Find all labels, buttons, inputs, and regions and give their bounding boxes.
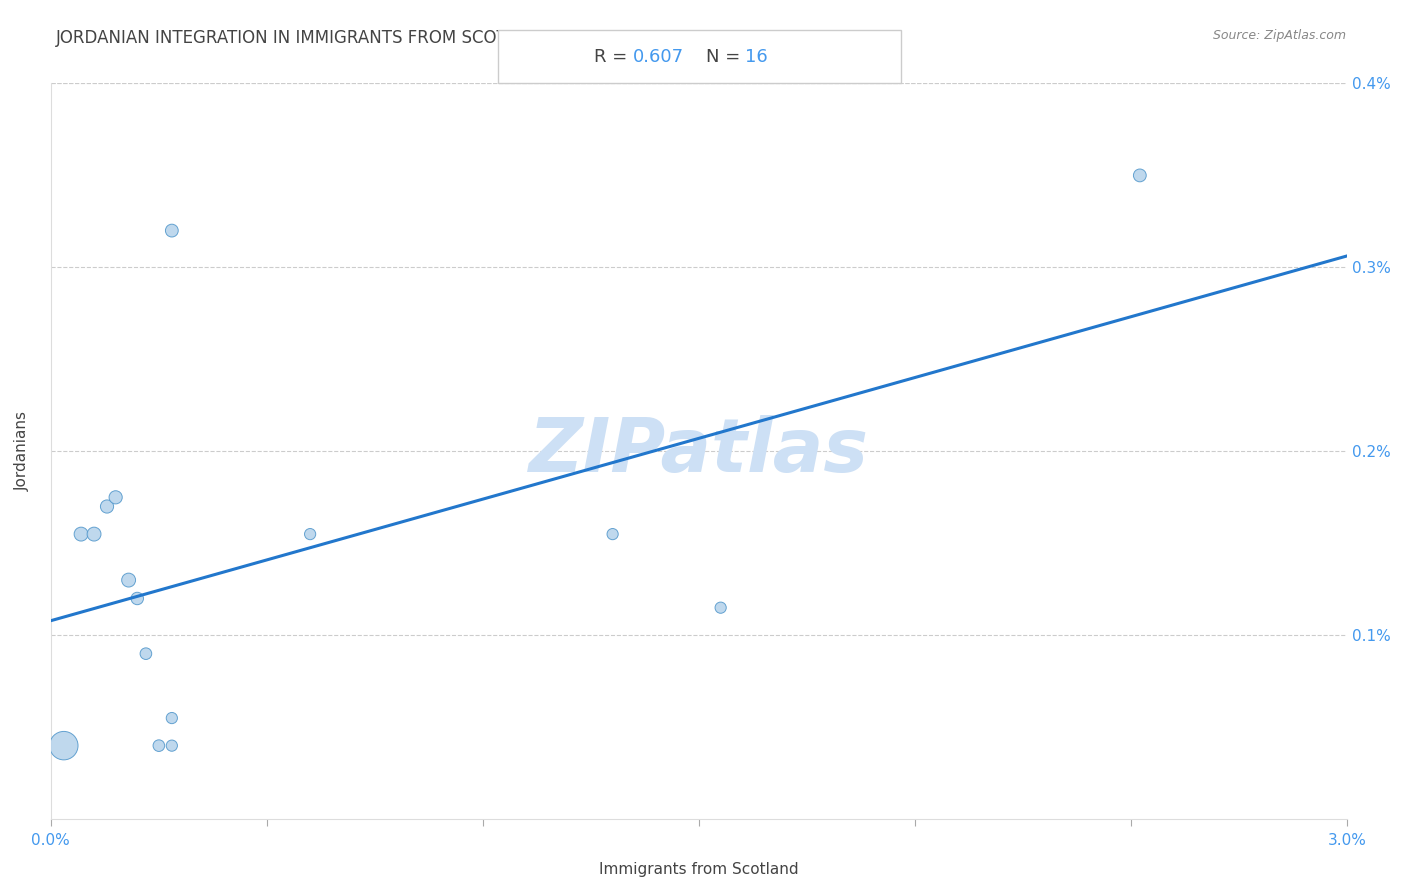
Point xyxy=(83,527,105,541)
Point xyxy=(160,711,183,725)
Point xyxy=(127,591,149,606)
X-axis label: Immigrants from Scotland: Immigrants from Scotland xyxy=(599,862,799,877)
Y-axis label: Jordanians: Jordanians xyxy=(15,411,30,491)
Point xyxy=(96,500,118,514)
Text: 0.607: 0.607 xyxy=(633,47,685,66)
Point xyxy=(148,739,170,753)
Point xyxy=(602,527,624,541)
Point xyxy=(117,573,139,587)
Point xyxy=(160,739,183,753)
Point xyxy=(299,527,322,541)
Point xyxy=(104,491,127,505)
Text: 16: 16 xyxy=(745,47,768,66)
Point xyxy=(52,739,75,753)
Text: R =: R = xyxy=(593,47,633,66)
Text: JORDANIAN INTEGRATION IN IMMIGRANTS FROM SCOTLAND COMMUNITIES: JORDANIAN INTEGRATION IN IMMIGRANTS FROM… xyxy=(56,29,679,47)
Point xyxy=(710,600,733,615)
Point xyxy=(70,527,93,541)
Point xyxy=(160,224,183,238)
Text: Source: ZipAtlas.com: Source: ZipAtlas.com xyxy=(1212,29,1346,43)
Text: ZIPatlas: ZIPatlas xyxy=(529,415,869,488)
Point xyxy=(135,647,157,661)
Text: N =: N = xyxy=(706,47,747,66)
Point xyxy=(1129,169,1152,183)
